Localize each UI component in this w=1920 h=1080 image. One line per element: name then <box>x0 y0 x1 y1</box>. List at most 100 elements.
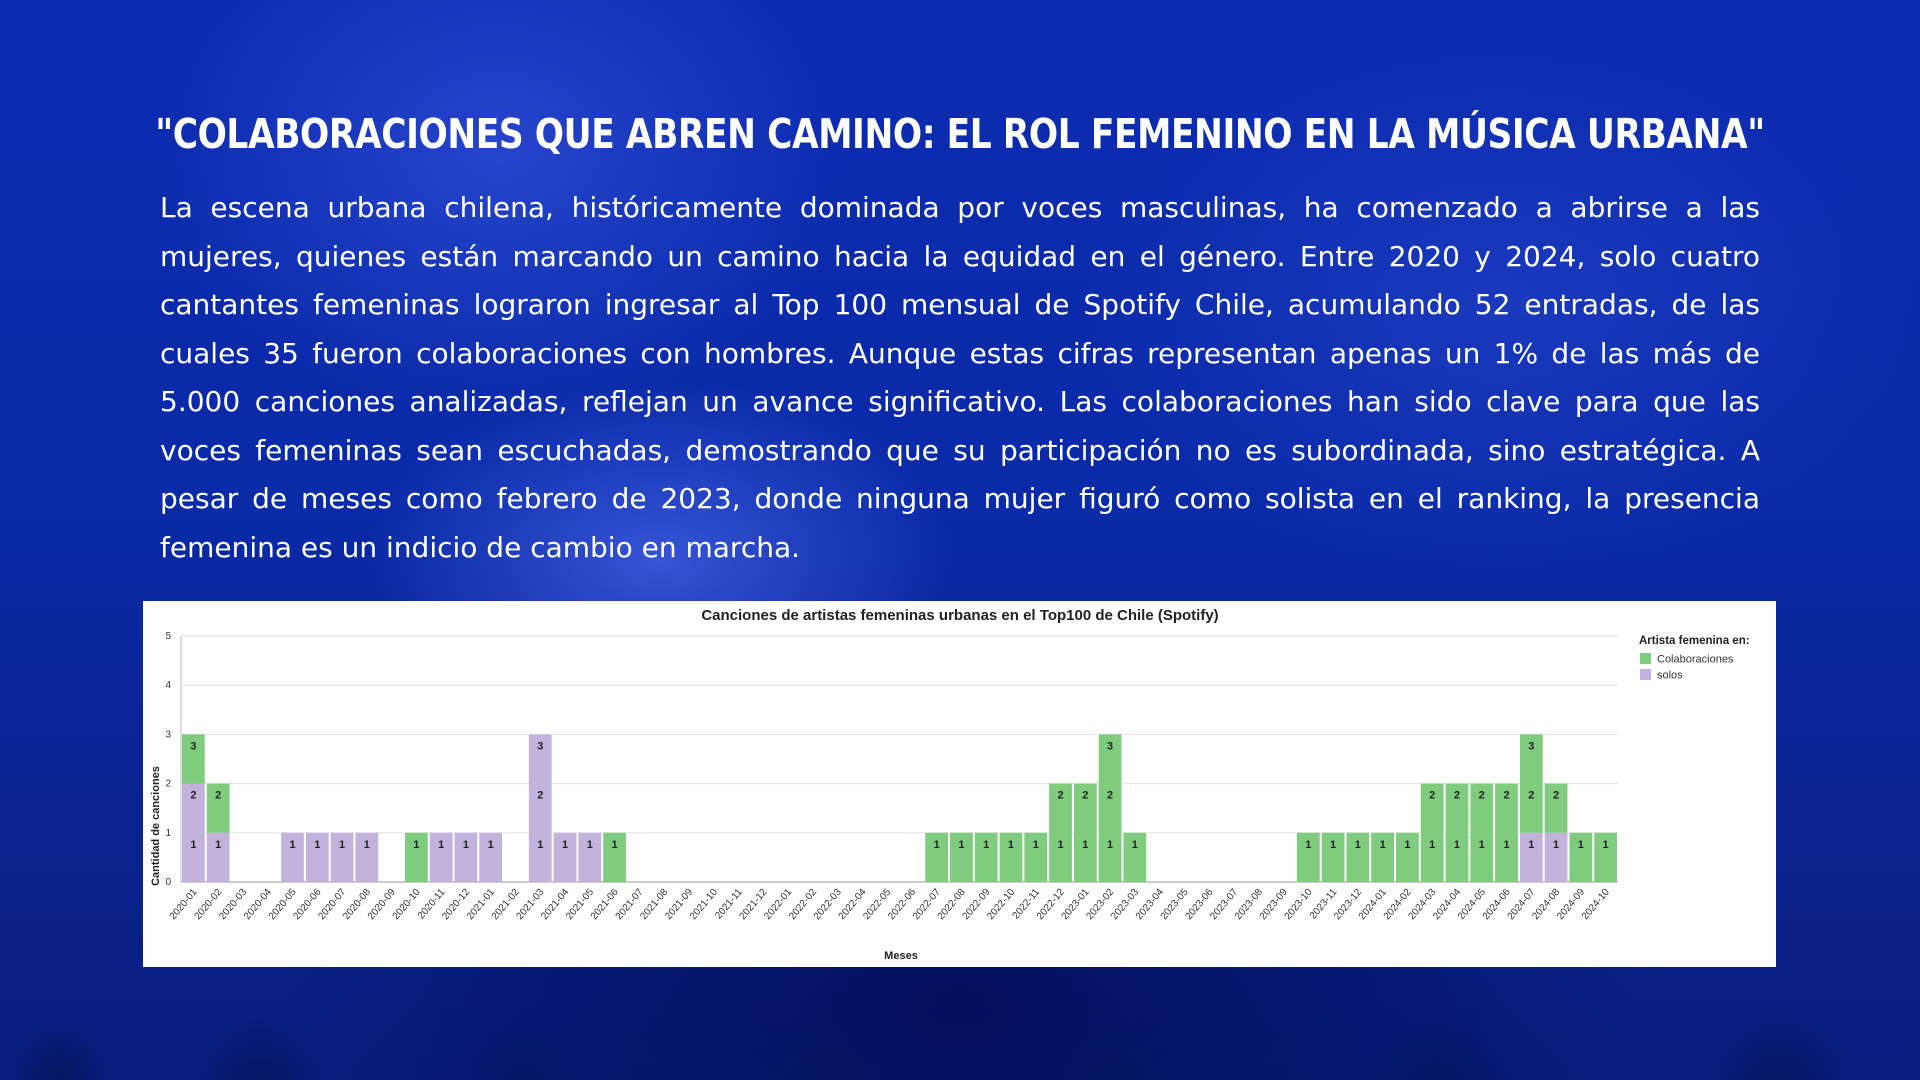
bar-solos <box>429 832 453 882</box>
bars-layer: 1 2 3 1 2 1 1 1 1 1 1 1 1 1 2 3 1 1 1 1 1 1 1 1 1 2 1 2 1 2 3 1 1 1 1 1 1 1 2 1… <box>182 734 1617 882</box>
data-label: 1 <box>934 839 940 851</box>
data-label: 1 <box>587 839 593 851</box>
bar-colaboraciones <box>1569 832 1593 882</box>
bar-colaboraciones <box>1495 783 1518 882</box>
data-label: 2 <box>1528 790 1534 802</box>
bar-colaboraciones <box>974 832 998 882</box>
data-label: 1 <box>1553 839 1559 851</box>
data-label: 3 <box>1528 740 1534 752</box>
data-label: 1 <box>1503 839 1509 851</box>
bar-colaboraciones <box>1098 734 1122 882</box>
bar-solos <box>479 832 503 882</box>
data-label: 2 <box>215 790 221 802</box>
y-tick-label: 1 <box>165 828 171 839</box>
bar-colaboraciones <box>950 832 973 882</box>
data-label: 1 <box>1107 839 1113 851</box>
bar-colaboraciones <box>925 832 949 882</box>
bar-solos <box>578 832 602 882</box>
data-label: 1 <box>1603 839 1609 851</box>
data-label: 1 <box>413 839 419 851</box>
data-label: 2 <box>1082 790 1088 802</box>
data-label: 1 <box>1380 839 1386 851</box>
data-label: 1 <box>1578 839 1584 851</box>
bar-chart: Canciones de artistas femeninas urbanas … <box>150 607 1750 962</box>
bar-colaboraciones <box>1296 832 1320 882</box>
data-label: 2 <box>1057 790 1063 802</box>
x-tick-label: 2024-10 <box>1580 887 1612 923</box>
data-label: 1 <box>289 839 295 851</box>
y-axis-label: Cantidad de canciones <box>150 766 162 886</box>
bar-colaboraciones <box>1470 783 1494 882</box>
data-label: 2 <box>1553 790 1559 802</box>
data-label: 1 <box>314 839 320 851</box>
data-label: 1 <box>1057 839 1063 851</box>
data-label: 1 <box>1479 839 1485 851</box>
y-tick-label: 3 <box>165 729 171 740</box>
chart-card: Canciones de artistas femeninas urbanas … <box>143 601 1776 967</box>
legend-swatch-solos <box>1640 669 1651 680</box>
data-label: 3 <box>537 740 543 752</box>
data-label: 1 <box>215 839 221 851</box>
legend-title: Artista femenina en: <box>1639 635 1750 647</box>
bar-colaboraciones <box>1420 783 1444 882</box>
bar-colaboraciones <box>1073 783 1097 882</box>
bar-colaboraciones <box>1544 783 1568 833</box>
data-label: 1 <box>562 839 568 851</box>
bar-solos <box>454 832 478 882</box>
data-label: 1 <box>1132 839 1138 851</box>
data-label: 2 <box>1454 790 1460 802</box>
y-tick-label: 4 <box>165 680 171 691</box>
legend-label-solos: solos <box>1657 670 1683 682</box>
bar-solos <box>553 832 577 882</box>
bar-solos <box>1544 832 1568 882</box>
bar-solos <box>206 832 230 882</box>
bar-colaboraciones <box>1519 734 1543 833</box>
data-label: 1 <box>1528 839 1534 851</box>
data-label: 1 <box>1429 839 1435 851</box>
bar-colaboraciones <box>1024 832 1048 882</box>
x-axis-ticks: 2020-012020-022020-032020-042020-052020-… <box>168 887 1613 923</box>
data-label: 2 <box>1479 790 1485 802</box>
bar-colaboraciones <box>603 832 626 882</box>
bar-colaboraciones <box>1594 832 1617 882</box>
data-label: 1 <box>1355 839 1361 851</box>
y-tick-label: 0 <box>165 877 171 888</box>
bar-solos <box>528 734 552 882</box>
y-tick-label: 5 <box>165 631 171 642</box>
bar-colaboraciones <box>1123 832 1147 882</box>
bar-solos <box>281 832 304 882</box>
data-label: 1 <box>488 839 494 851</box>
legend-label-colaboraciones: Colaboraciones <box>1657 654 1734 666</box>
bar-colaboraciones <box>1049 783 1072 882</box>
data-label: 1 <box>339 839 345 851</box>
page-title: "Colaboraciones que abren camino: el rol… <box>155 110 1765 158</box>
bar-solos <box>1519 832 1543 882</box>
bar-solos <box>305 832 329 882</box>
bar-colaboraciones <box>999 832 1023 882</box>
bar-colaboraciones <box>1396 832 1419 882</box>
bar-colaboraciones <box>182 734 205 784</box>
data-label: 3 <box>190 740 196 752</box>
data-label: 2 <box>1107 790 1113 802</box>
bar-colaboraciones <box>1445 783 1469 882</box>
bar-solos <box>355 832 379 882</box>
data-label: 2 <box>1503 790 1509 802</box>
bar-colaboraciones <box>1321 832 1345 882</box>
data-label: 1 <box>190 839 196 851</box>
data-label: 1 <box>983 839 989 851</box>
data-label: 2 <box>1429 790 1435 802</box>
data-label: 2 <box>537 790 543 802</box>
x-axis-label: Meses <box>884 950 918 962</box>
data-label: 1 <box>612 839 618 851</box>
bar-solos <box>330 832 354 882</box>
data-label: 1 <box>958 839 964 851</box>
data-label: 3 <box>1107 740 1113 752</box>
bar-colaboraciones <box>206 783 230 833</box>
bar-colaboraciones <box>1346 832 1370 882</box>
data-label: 2 <box>190 790 196 802</box>
data-label: 1 <box>364 839 370 851</box>
bar-solos <box>182 783 205 882</box>
data-label: 1 <box>438 839 444 851</box>
bar-colaboraciones <box>1371 832 1395 882</box>
bar-colaboraciones <box>404 832 428 882</box>
